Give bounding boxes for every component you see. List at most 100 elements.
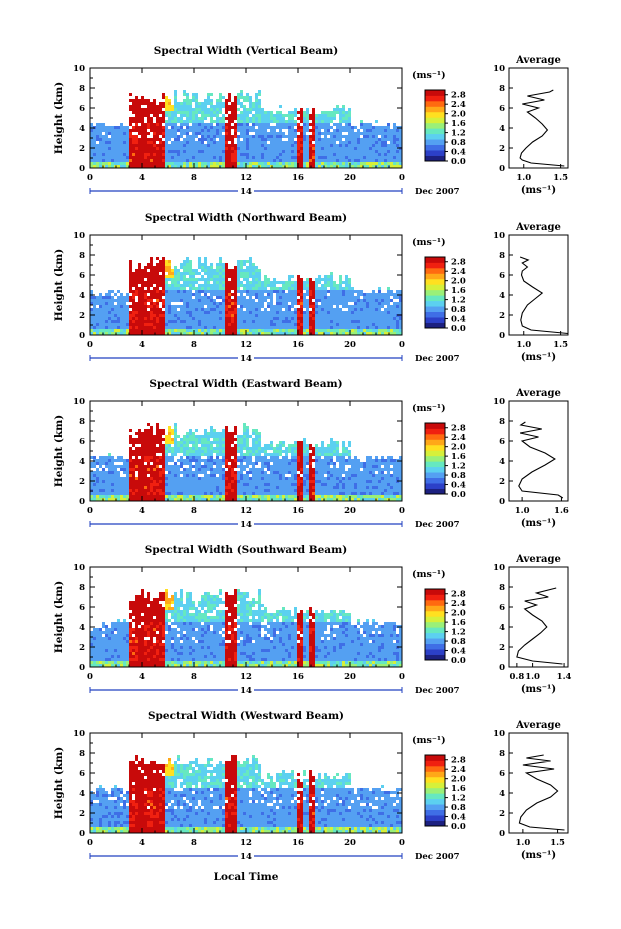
heatmap-cell xyxy=(159,111,162,114)
heatmap-cell xyxy=(213,135,216,138)
heatmap-cell xyxy=(255,296,258,299)
heatmap-cell xyxy=(210,462,213,465)
heatmap-cell xyxy=(156,302,159,305)
heatmap-cell xyxy=(195,441,198,444)
heatmap-cell xyxy=(342,105,345,108)
heatmap-cell xyxy=(357,162,360,165)
heatmap-cell xyxy=(111,326,114,329)
heatmap-cell xyxy=(243,165,246,168)
heatmap-cell xyxy=(333,162,336,165)
heatmap-cell xyxy=(147,263,150,266)
heatmap-cell xyxy=(237,308,240,311)
heatmap-cell xyxy=(171,326,174,329)
heatmap-cell xyxy=(387,162,390,165)
heatmap-cell xyxy=(336,135,339,138)
heatmap-cell xyxy=(177,147,180,150)
heatmap-cell xyxy=(282,290,285,293)
heatmap-cell xyxy=(387,159,390,162)
heatmap-cell xyxy=(252,144,255,147)
heatmap-cell xyxy=(345,126,348,129)
heatmap-cell xyxy=(144,153,147,156)
heatmap-cell xyxy=(210,311,213,314)
heatmap-cell xyxy=(321,293,324,296)
heatmap-cell xyxy=(270,114,273,117)
heatmap-cell xyxy=(324,111,327,114)
heatmap-cell xyxy=(309,290,312,293)
heatmap-cell xyxy=(351,132,354,135)
heatmap-cell xyxy=(138,165,141,168)
heatmap-cell xyxy=(393,129,396,132)
heatmap-cell xyxy=(207,93,210,96)
colorbar-swatch xyxy=(425,128,445,135)
heatmap-cell xyxy=(225,320,228,323)
heatmap-cell xyxy=(339,150,342,153)
heatmap-cell xyxy=(294,120,297,123)
heatmap-cell xyxy=(399,138,402,141)
heatmap-cell xyxy=(234,290,237,293)
heatmap-cell xyxy=(129,320,132,323)
heatmap-cell xyxy=(174,450,177,453)
heatmap-cell xyxy=(102,495,105,498)
heatmap-cell xyxy=(132,144,135,147)
heatmap-cell xyxy=(189,269,192,272)
heatmap-cell xyxy=(339,314,342,317)
heatmap-cell xyxy=(219,326,222,329)
heatmap-cell xyxy=(384,135,387,138)
heatmap-cell xyxy=(147,153,150,156)
heatmap-cell xyxy=(234,111,237,114)
heatmap-cell xyxy=(120,129,123,132)
heatmap-cell xyxy=(129,450,132,453)
heatmap-cell xyxy=(225,441,228,444)
heatmap-cell xyxy=(333,293,336,296)
heatmap-cell xyxy=(156,150,159,153)
heatmap-cell xyxy=(315,320,318,323)
heatmap-cell xyxy=(180,489,183,492)
heatmap-cell xyxy=(177,468,180,471)
heatmap-cell xyxy=(183,314,186,317)
heatmap-cell xyxy=(255,132,258,135)
heatmap-cell xyxy=(93,296,96,299)
heatmap-cell xyxy=(351,138,354,141)
heatmap-cell xyxy=(246,329,249,332)
heatmap-cell xyxy=(333,290,336,293)
heatmap-cell xyxy=(228,311,231,314)
heatmap-cell xyxy=(156,290,159,293)
heatmap-cell xyxy=(354,156,357,159)
heatmap-cell xyxy=(171,147,174,150)
heatmap-cell xyxy=(150,293,153,296)
heatmap-cell xyxy=(327,284,330,287)
heatmap-cell xyxy=(243,332,246,335)
heatmap-cell xyxy=(198,483,201,486)
heatmap-cell xyxy=(306,299,309,302)
heatmap-cell xyxy=(327,332,330,335)
heatmap-cell xyxy=(213,159,216,162)
heatmap-cell xyxy=(225,290,228,293)
heatmap-cell xyxy=(147,144,150,147)
heatmap-cell xyxy=(228,287,231,290)
heatmap-cell xyxy=(174,474,177,477)
heatmap-cell xyxy=(147,326,150,329)
heatmap-cell xyxy=(309,278,312,281)
heatmap-cell xyxy=(246,135,249,138)
heatmap-cell xyxy=(261,123,264,126)
heatmap-cell xyxy=(321,165,324,168)
heatmap-cell xyxy=(342,150,345,153)
heatmap-cell xyxy=(189,281,192,284)
heatmap-cell xyxy=(393,141,396,144)
heatmap-cell xyxy=(159,141,162,144)
heatmap-cell xyxy=(243,120,246,123)
heatmap-cell xyxy=(183,474,186,477)
heatmap-cell xyxy=(240,159,243,162)
heatmap-cell xyxy=(306,284,309,287)
heatmap-cell xyxy=(195,287,198,290)
heatmap-cell xyxy=(135,278,138,281)
heatmap-cell xyxy=(342,141,345,144)
heatmap-cell xyxy=(126,126,129,129)
heatmap-cell xyxy=(162,438,165,441)
heatmap-cell xyxy=(93,317,96,320)
heatmap-cell xyxy=(150,317,153,320)
heatmap-cell xyxy=(294,308,297,311)
heatmap-cell xyxy=(240,308,243,311)
heatmap-cell xyxy=(171,156,174,159)
heatmap-cell xyxy=(207,444,210,447)
